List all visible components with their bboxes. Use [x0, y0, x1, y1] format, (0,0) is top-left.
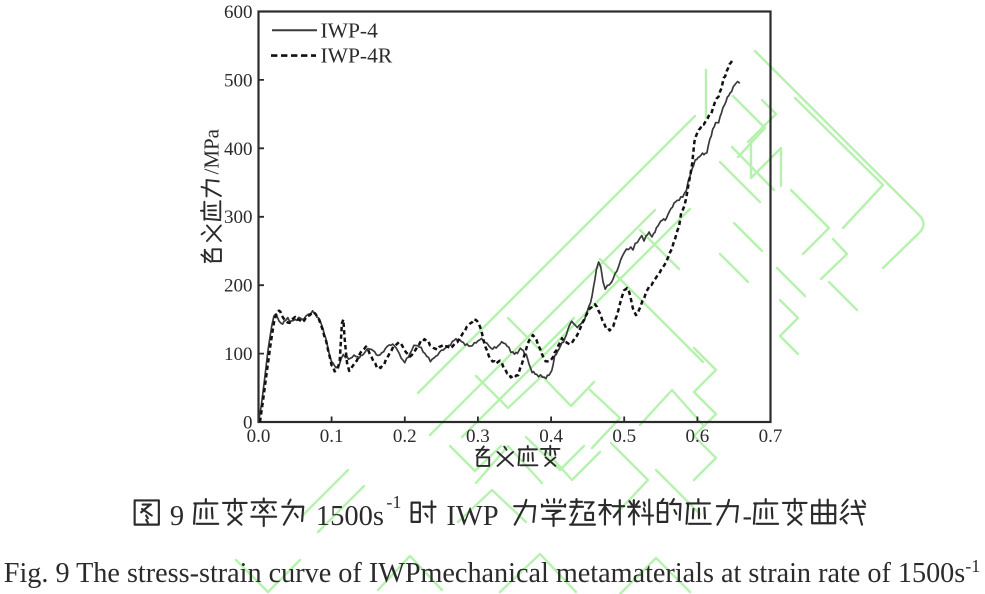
- svg-text:100: 100: [224, 344, 253, 365]
- svg-text:400: 400: [224, 139, 253, 160]
- svg-text:Fig. 9 The stress-strain curve: Fig. 9 The stress-strain curve of IWPmec…: [4, 556, 980, 589]
- svg-text:0.0: 0.0: [247, 426, 271, 447]
- svg-text:600: 600: [224, 2, 253, 23]
- svg-text:0.2: 0.2: [393, 426, 417, 447]
- svg-text:300: 300: [224, 207, 253, 228]
- svg-text:-: -: [743, 501, 753, 532]
- svg-text:0.3: 0.3: [466, 426, 490, 447]
- svg-text:IWP: IWP: [446, 501, 498, 532]
- svg-text:500: 500: [224, 70, 253, 91]
- svg-text:200: 200: [224, 276, 253, 297]
- svg-text:0: 0: [243, 413, 253, 434]
- svg-text:0.5: 0.5: [612, 426, 636, 447]
- svg-text:0.1: 0.1: [320, 426, 344, 447]
- svg-text:IWP-4: IWP-4: [321, 18, 379, 42]
- svg-text:0.6: 0.6: [686, 426, 710, 447]
- svg-text:-1: -1: [386, 492, 401, 512]
- svg-text:IWP-4R: IWP-4R: [321, 44, 393, 68]
- svg-text:9: 9: [170, 501, 184, 532]
- svg-text:0.7: 0.7: [759, 426, 783, 447]
- svg-text:0.4: 0.4: [539, 426, 563, 447]
- svg-text:/MPa: /MPa: [200, 128, 224, 174]
- svg-text:1500s: 1500s: [316, 501, 384, 532]
